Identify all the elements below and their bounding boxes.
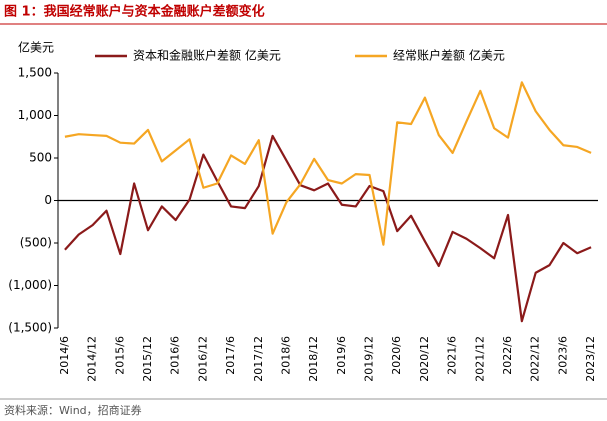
x-tick-label: 2020/6 bbox=[390, 336, 403, 375]
x-tick-label: 2019/6 bbox=[335, 336, 348, 375]
x-tick-label: 2019/12 bbox=[363, 336, 376, 382]
y-tick-label: 0 bbox=[44, 193, 52, 207]
legend-label: 资本和金融账户差额 亿美元 bbox=[133, 48, 281, 63]
source: 资料来源：Wind，招商证券 bbox=[4, 403, 142, 417]
x-tick-label: 2020/12 bbox=[418, 336, 431, 382]
x-tick-label: 2017/12 bbox=[252, 336, 265, 382]
y-axis-label: 亿美元 bbox=[18, 40, 54, 55]
x-tick-label: 2023/12 bbox=[584, 336, 597, 382]
x-tick-label: 2014/6 bbox=[58, 336, 71, 375]
x-tick-label: 2017/6 bbox=[224, 336, 237, 375]
series-line bbox=[64, 81, 592, 246]
x-tick-label: 2018/12 bbox=[307, 336, 320, 382]
x-tick-label: 2021/12 bbox=[473, 336, 486, 382]
x-tick-label: 2022/12 bbox=[529, 336, 542, 382]
chart-title: 图 1：我国经常账户与资本金融账户差额变化 bbox=[4, 4, 265, 20]
legend-label: 经常账户差额 亿美元 bbox=[393, 48, 505, 63]
y-tick-label: 500 bbox=[29, 151, 52, 165]
x-tick-label: 2023/6 bbox=[556, 336, 569, 375]
x-tick-label: 2022/6 bbox=[501, 336, 514, 375]
x-tick-label: 2015/6 bbox=[113, 336, 126, 375]
x-tick-label: 2018/6 bbox=[279, 336, 292, 375]
y-tick-label: (1,000) bbox=[8, 278, 52, 292]
x-tick-label: 2016/12 bbox=[196, 336, 209, 382]
x-tick-label: 2014/12 bbox=[86, 336, 99, 382]
y-tick-label: 1,000 bbox=[18, 108, 52, 122]
series-line bbox=[64, 134, 592, 323]
y-tick-label: (500) bbox=[20, 236, 52, 250]
y-tick-label: 1,500 bbox=[18, 66, 52, 80]
x-tick-label: 2021/6 bbox=[446, 336, 459, 375]
x-tick-label: 2015/12 bbox=[141, 336, 154, 382]
y-tick-label: (1,500) bbox=[8, 321, 52, 335]
x-tick-label: 2016/6 bbox=[169, 336, 182, 375]
